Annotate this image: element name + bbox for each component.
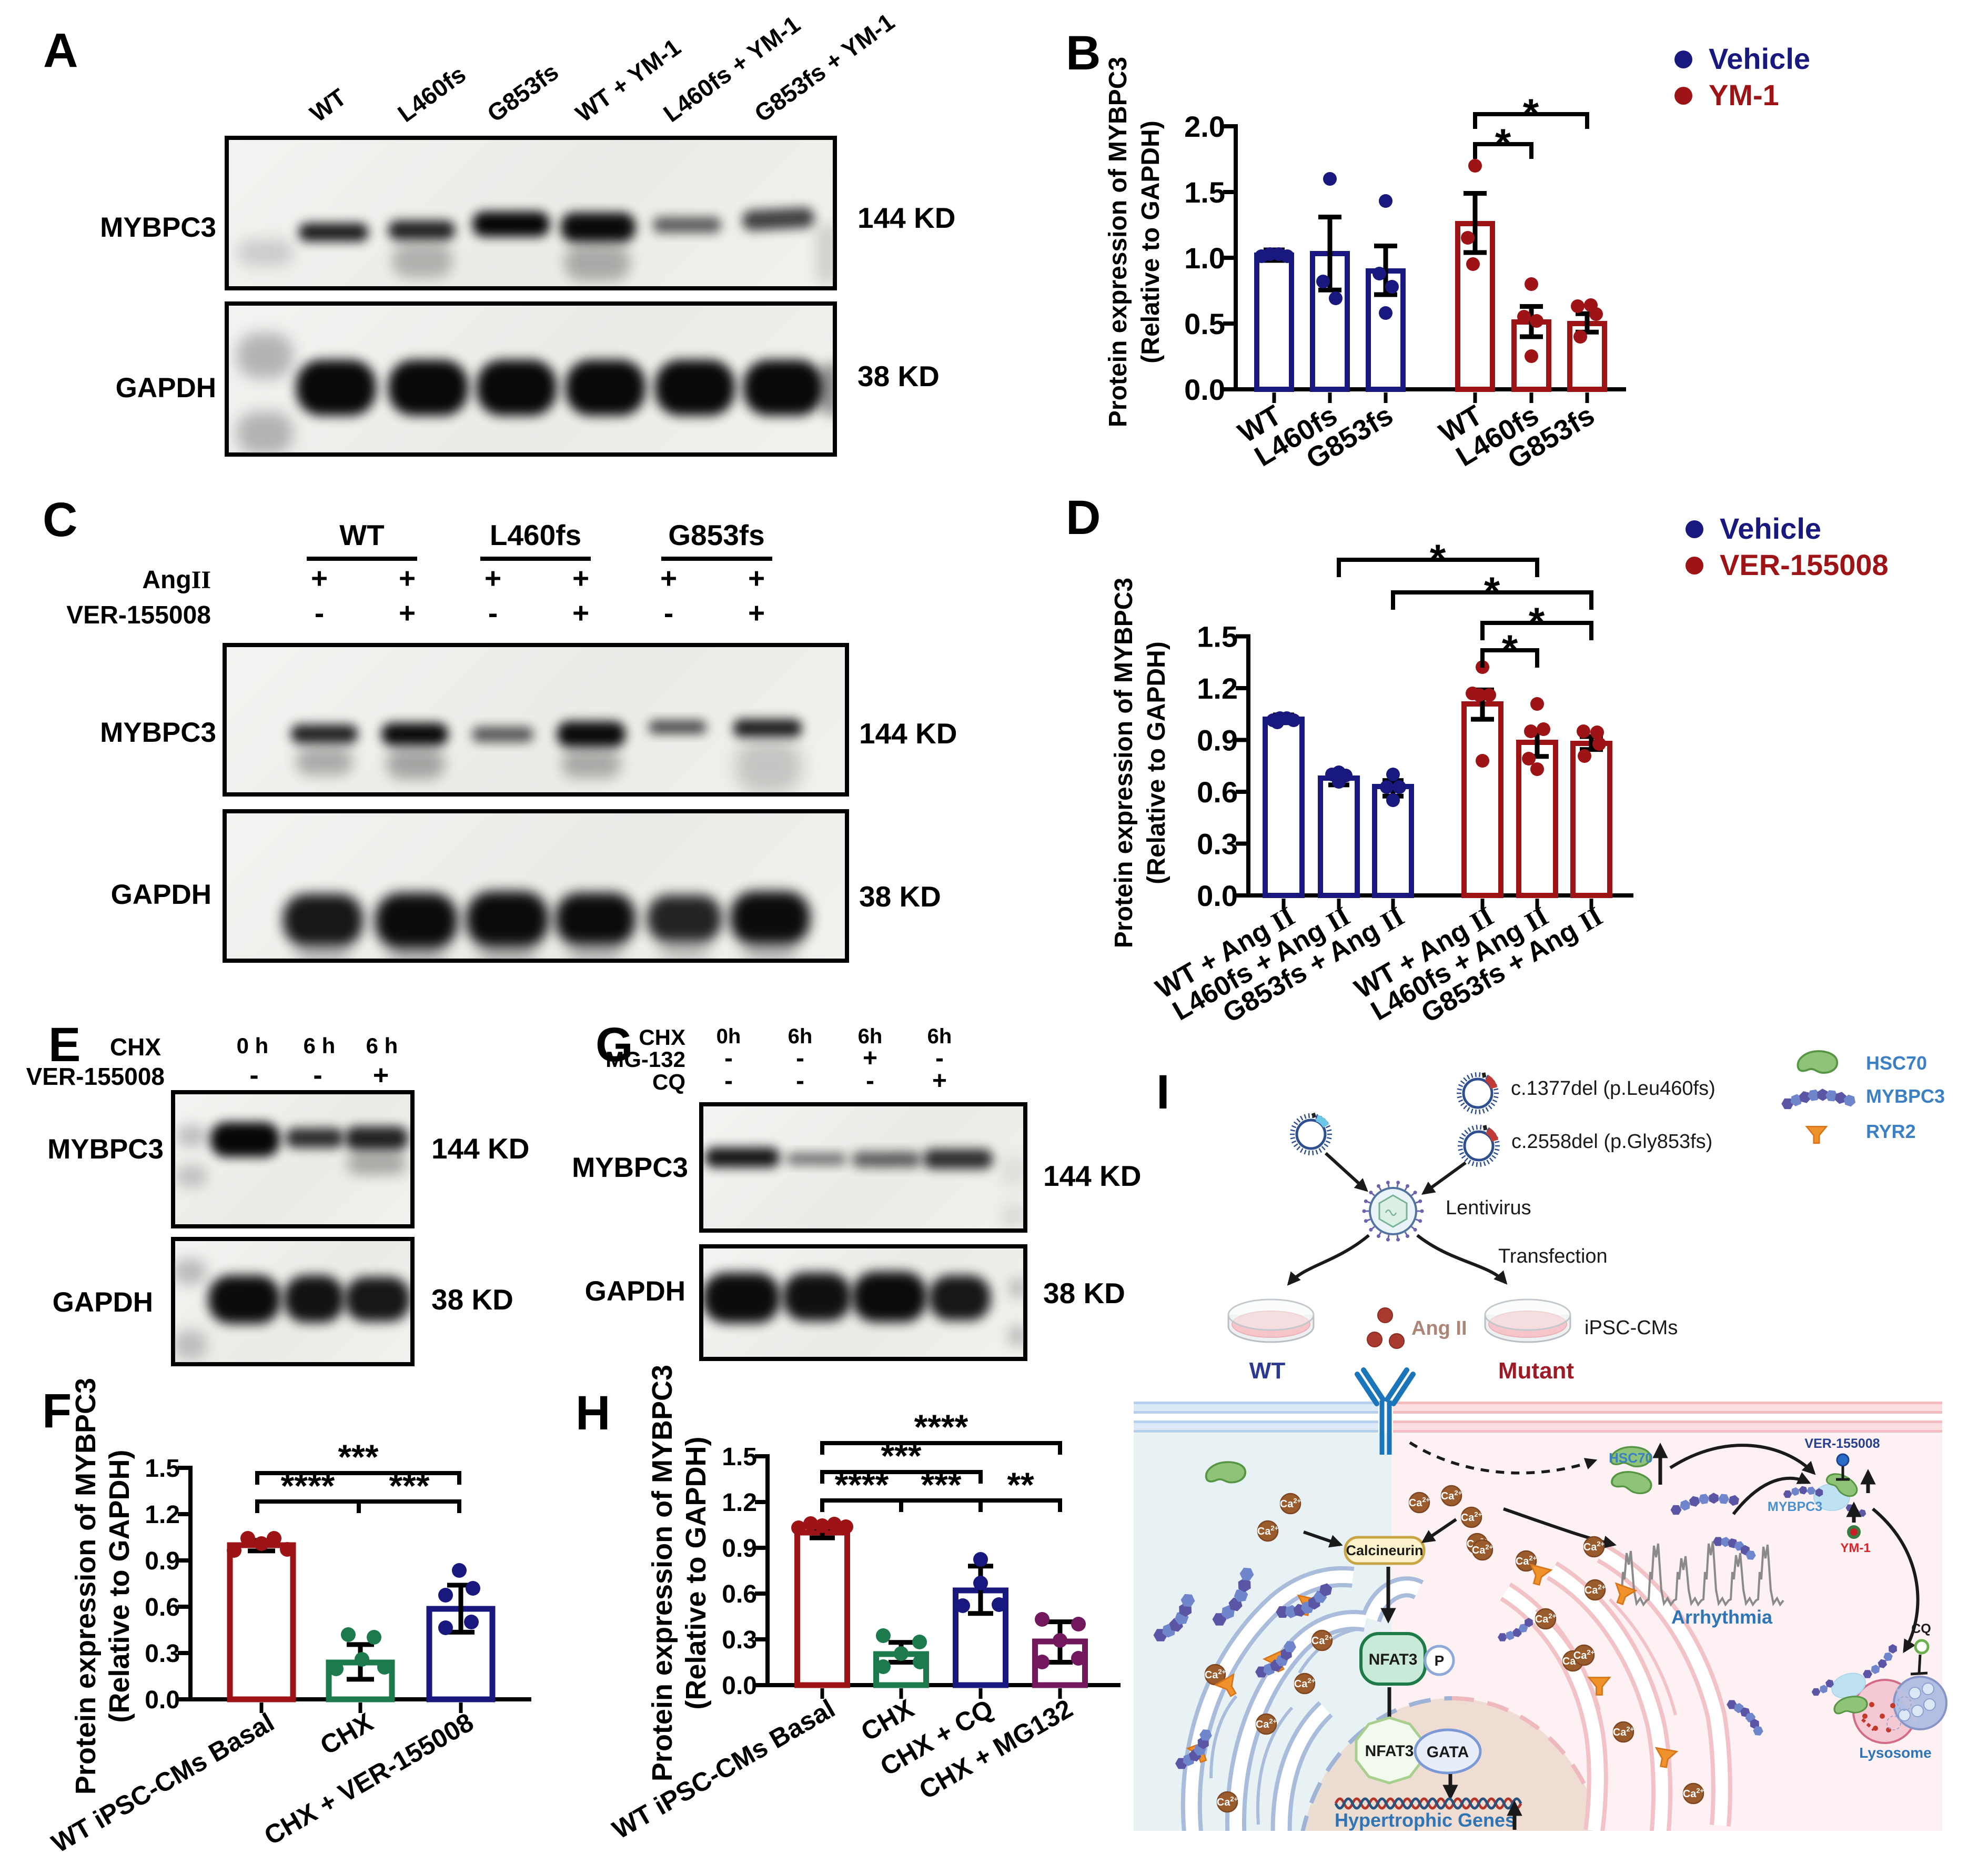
svg-text:0.3: 0.3	[145, 1640, 180, 1668]
svg-text:YM-1: YM-1	[1709, 78, 1779, 112]
svg-text:Ang II: Ang II	[1411, 1317, 1467, 1339]
svg-text:*: *	[1523, 90, 1539, 136]
svg-text:0.0: 0.0	[1184, 373, 1225, 406]
svg-text:MYBPC3: MYBPC3	[1866, 1085, 1945, 1107]
svg-text:****: ****	[914, 1407, 968, 1446]
svg-text:HSC70: HSC70	[1866, 1052, 1927, 1074]
svg-text:1.0: 1.0	[1184, 241, 1225, 275]
svg-text:YM-1: YM-1	[1840, 1541, 1870, 1555]
svg-text:0.9: 0.9	[722, 1535, 757, 1563]
svg-text:(Relative to GAPDH): (Relative to GAPDH)	[1143, 641, 1170, 884]
svg-text:0.6: 0.6	[1197, 775, 1238, 809]
svg-text:0.0: 0.0	[145, 1686, 180, 1714]
svg-text:(Relative to GAPDH): (Relative to GAPDH)	[104, 1449, 135, 1722]
svg-text:Transfection: Transfection	[1498, 1245, 1608, 1267]
svg-text:1.5: 1.5	[1184, 176, 1225, 209]
svg-text:(Relative to GAPDH): (Relative to GAPDH)	[1137, 120, 1165, 363]
svg-text:Vehicle: Vehicle	[1720, 512, 1821, 545]
svg-text:***: ***	[881, 1436, 921, 1475]
svg-text:Mutant: Mutant	[1498, 1358, 1575, 1384]
svg-text:VER-155008: VER-155008	[1720, 548, 1889, 581]
svg-text:CQ: CQ	[1911, 1621, 1931, 1636]
svg-text:(Relative to GAPDH): (Relative to GAPDH)	[680, 1436, 712, 1709]
svg-text:1.2: 1.2	[722, 1489, 757, 1517]
svg-text:0.6: 0.6	[145, 1594, 180, 1621]
svg-text:***: ***	[389, 1466, 429, 1505]
svg-text:0.6: 0.6	[722, 1580, 757, 1608]
svg-text:****: ****	[281, 1466, 335, 1505]
svg-text:Lentivirus: Lentivirus	[1446, 1197, 1531, 1219]
svg-text:Protein expression of MYBPC3: Protein expression of MYBPC3	[1110, 578, 1138, 948]
svg-text:c.2558del (p.Gly853fs): c.2558del (p.Gly853fs)	[1511, 1131, 1712, 1153]
svg-text:1.2: 1.2	[145, 1501, 180, 1529]
svg-text:0.9: 0.9	[1197, 724, 1238, 757]
svg-text:Protein expression of MYBPC3: Protein expression of MYBPC3	[1104, 57, 1132, 427]
svg-text:Protein expression of MYBPC3: Protein expression of MYBPC3	[647, 1365, 678, 1781]
svg-text:P: P	[1435, 1653, 1445, 1669]
svg-text:****: ****	[835, 1465, 889, 1504]
svg-text:0.3: 0.3	[722, 1626, 757, 1654]
svg-text:Calcineurin: Calcineurin	[1346, 1543, 1423, 1558]
svg-text:MYBPC3: MYBPC3	[1768, 1499, 1822, 1514]
svg-text:0.0: 0.0	[722, 1672, 757, 1700]
svg-text:*: *	[1484, 568, 1500, 614]
svg-text:HSC70: HSC70	[1609, 1450, 1653, 1466]
svg-text:c.1377del (p.Leu460fs): c.1377del (p.Leu460fs)	[1511, 1077, 1715, 1100]
svg-text:**: **	[1007, 1465, 1034, 1504]
svg-text:Lysosome: Lysosome	[1859, 1745, 1931, 1761]
svg-text:RYR2: RYR2	[1866, 1121, 1916, 1142]
svg-text:GATA: GATA	[1427, 1744, 1469, 1761]
svg-text:NFAT3: NFAT3	[1365, 1742, 1414, 1760]
svg-text:WT: WT	[1249, 1358, 1286, 1384]
svg-text:NFAT3: NFAT3	[1369, 1651, 1418, 1668]
svg-text:1.5: 1.5	[722, 1443, 757, 1471]
svg-text:*: *	[1430, 536, 1446, 582]
svg-text:1.5: 1.5	[1197, 620, 1238, 653]
svg-text:Vehicle: Vehicle	[1709, 42, 1810, 75]
svg-text:2.0: 2.0	[1184, 110, 1225, 143]
svg-text:***: ***	[338, 1437, 378, 1476]
svg-text:0.9: 0.9	[145, 1547, 180, 1575]
svg-text:0.5: 0.5	[1184, 307, 1225, 340]
svg-text:1.5: 1.5	[145, 1455, 180, 1483]
svg-text:0.0: 0.0	[1197, 879, 1238, 912]
svg-text:Arrhythmia: Arrhythmia	[1671, 1606, 1773, 1628]
svg-text:1.2: 1.2	[1197, 672, 1238, 705]
svg-text:iPSC-CMs: iPSC-CMs	[1585, 1317, 1678, 1339]
svg-text:VER-155008: VER-155008	[1804, 1436, 1880, 1451]
svg-text:*: *	[1495, 120, 1511, 166]
svg-text:*: *	[1502, 626, 1518, 672]
svg-text:***: ***	[921, 1465, 961, 1504]
svg-text:0.3: 0.3	[1197, 828, 1238, 861]
svg-text:*: *	[1529, 599, 1545, 645]
svg-text:Protein expression of MYBPC3: Protein expression of MYBPC3	[70, 1378, 102, 1795]
svg-text:Hypertrophic Genes: Hypertrophic Genes	[1335, 1809, 1516, 1831]
